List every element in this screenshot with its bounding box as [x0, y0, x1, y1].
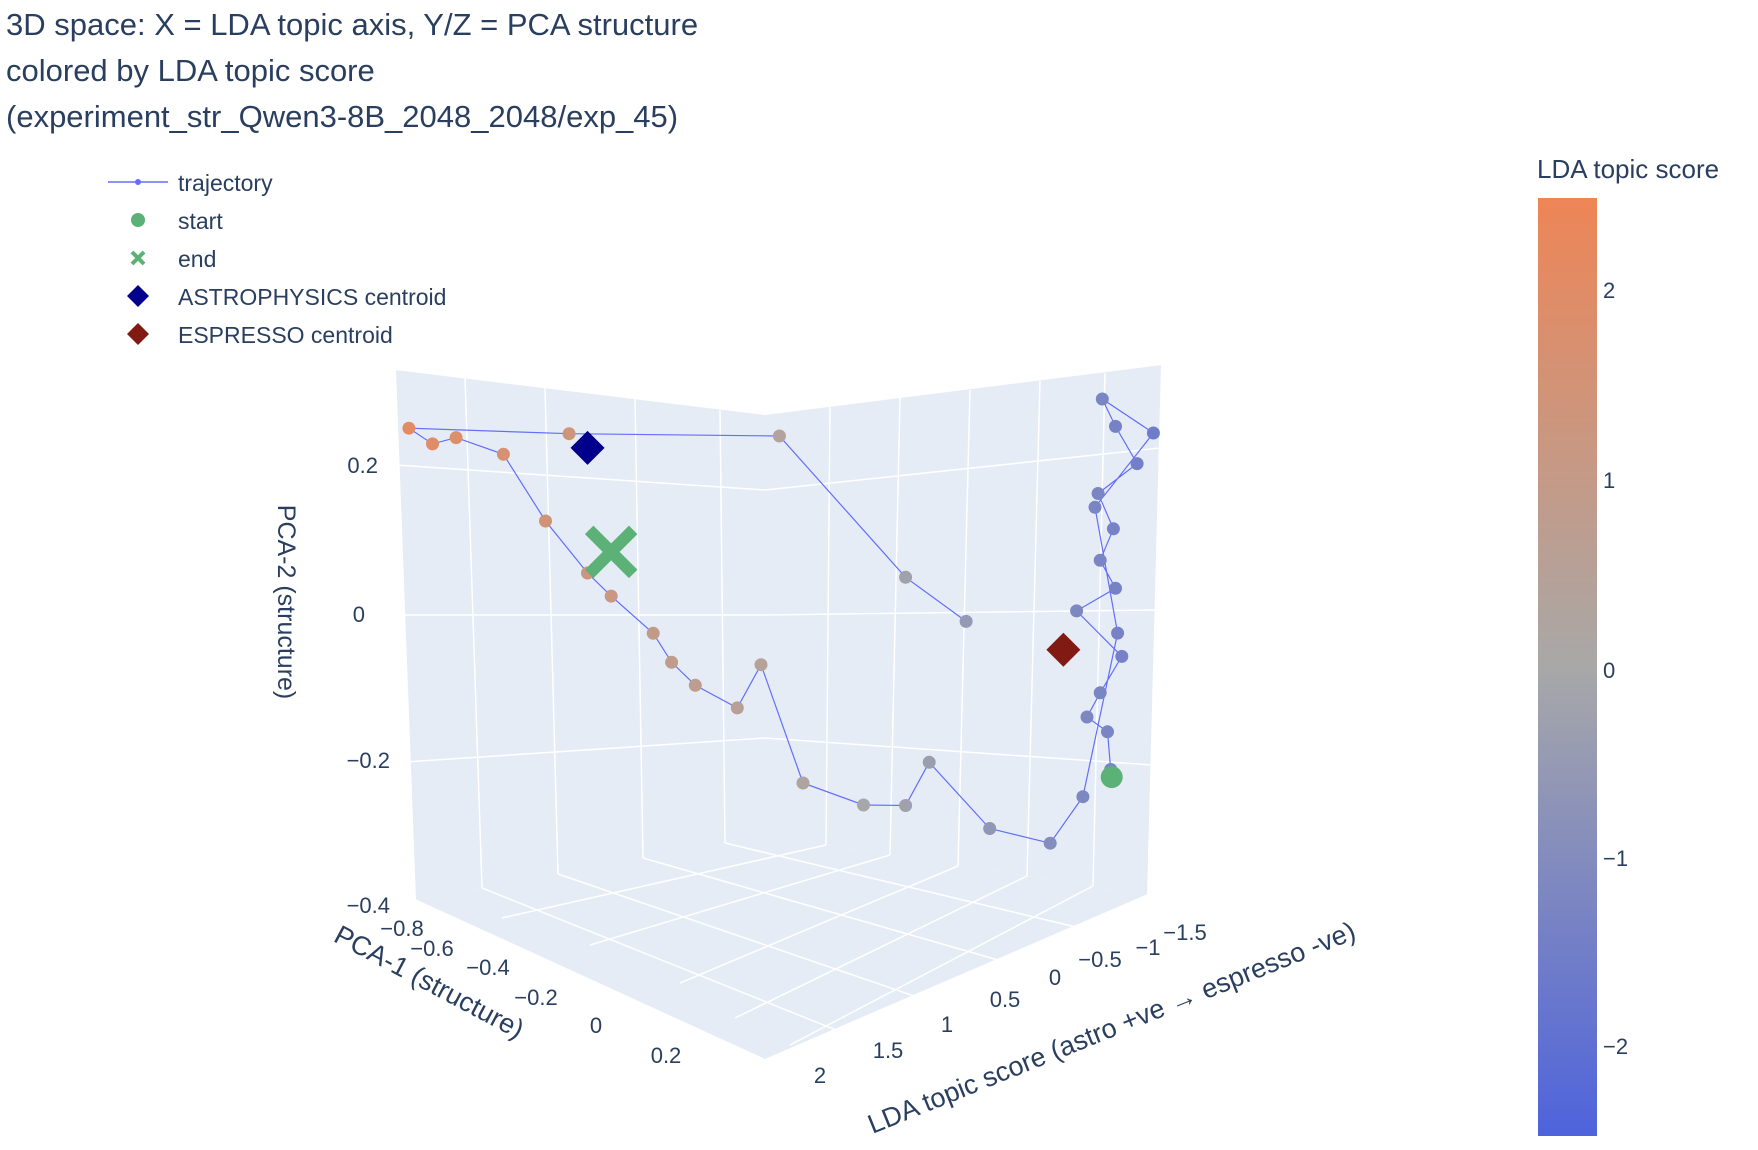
chart-title: 3D space: X = LDA topic axis, Y/Z = PCA …: [6, 2, 698, 140]
legend-item-start[interactable]: start: [131, 208, 223, 234]
trajectory-point[interactable]: [1109, 581, 1122, 595]
trajectory-point[interactable]: [1095, 392, 1109, 406]
z-axis-ticks: 0.2 0 −0.2 −0.4: [347, 453, 390, 918]
z-axis-label: PCA-2 (structure): [272, 505, 300, 699]
colorbar-tick: 1: [1603, 468, 1615, 493]
trajectory-point[interactable]: [604, 589, 618, 603]
x-tick: 0: [1049, 965, 1061, 990]
trajectory-point[interactable]: [496, 447, 510, 461]
z-tick: 0.2: [347, 453, 378, 478]
z-tick: 0: [353, 602, 365, 627]
x-tick: −1.5: [1163, 920, 1206, 945]
scene-edges: [394, 364, 1163, 1062]
x-tick: 1.5: [873, 1038, 904, 1063]
trajectory-point[interactable]: [665, 655, 679, 669]
trajectory-point[interactable]: [754, 658, 768, 672]
grid-lines: [395, 372, 1161, 1046]
trajectory-point[interactable]: [562, 427, 576, 441]
x-tick: −1: [1135, 935, 1160, 960]
espresso-diamond-icon: [127, 323, 149, 345]
y-tick: −0.8: [380, 916, 423, 941]
trajectory-point[interactable]: [402, 421, 416, 435]
trajectory-point[interactable]: [796, 776, 810, 790]
legend-item-espresso[interactable]: ESPRESSO centroid: [127, 322, 393, 348]
back-left-wall: [395, 370, 765, 900]
colorbar-tick: 0: [1603, 658, 1615, 683]
trajectory-point[interactable]: [646, 626, 660, 640]
colorbar-ticks: 2 1 0 −1 −2: [1603, 278, 1628, 1059]
trajectory-point[interactable]: [730, 701, 744, 715]
legend-label-start: start: [178, 208, 223, 234]
trajectory-point[interactable]: [1091, 487, 1105, 500]
chart-title-line-1: 3D space: X = LDA topic axis, Y/Z = PCA …: [6, 7, 699, 42]
x-tick: 2: [814, 1063, 826, 1088]
end-marker-icon: [130, 250, 146, 266]
trajectory-point[interactable]: [922, 755, 936, 769]
z-tick: −0.4: [347, 893, 390, 918]
trajectory-point[interactable]: [899, 799, 913, 812]
chart-title-line-2: colored by LDA topic score: [6, 53, 375, 88]
y-tick: −0.6: [410, 936, 453, 961]
trajectory-point[interactable]: [1080, 710, 1094, 724]
trajectory-point[interactable]: [1115, 649, 1129, 663]
trajectory-point[interactable]: [1093, 553, 1107, 567]
legend[interactable]: trajectory start end ASTROPHYSICS centro…: [108, 170, 446, 348]
astrophysics-diamond-icon: [127, 285, 149, 307]
colorbar: LDA topic score 2 1 0 −1 −2: [1537, 154, 1719, 1136]
colorbar-title: LDA topic score: [1537, 154, 1719, 184]
trajectory-point[interactable]: [1070, 604, 1084, 618]
x-tick: 0.5: [990, 987, 1021, 1012]
colorbar-tick: −2: [1603, 1034, 1628, 1059]
trajectory-point[interactable]: [1093, 686, 1107, 700]
scene-3d[interactable]: 0.2 0 −0.2 −0.4 PCA-2 (structure) −0.8 −…: [272, 364, 1360, 1140]
floor-plane: [415, 835, 1148, 1060]
trajectory-point[interactable]: [1106, 522, 1120, 536]
trajectory-point[interactable]: [1111, 626, 1125, 640]
z-tick: −0.2: [347, 748, 390, 773]
y-tick: 0: [590, 1013, 602, 1038]
start-marker[interactable]: [1100, 766, 1123, 789]
y-tick: 0.2: [651, 1043, 682, 1068]
astrophysics-centroid-marker[interactable]: [570, 430, 605, 465]
colorbar-gradient: [1538, 198, 1597, 1136]
trajectory-point[interactable]: [688, 678, 702, 692]
special-markers[interactable]: [570, 430, 1123, 789]
trajectory-point[interactable]: [449, 431, 463, 445]
trajectory-point[interactable]: [772, 429, 786, 443]
trajectory-point[interactable]: [983, 822, 997, 835]
legend-item-trajectory[interactable]: trajectory: [108, 170, 273, 196]
trajectory-point[interactable]: [1146, 426, 1160, 440]
start-marker-icon: [131, 213, 145, 227]
trajectory-point[interactable]: [899, 570, 913, 584]
trajectory-point[interactable]: [1043, 836, 1057, 850]
trajectory-point[interactable]: [1088, 500, 1102, 514]
chart-title-line-3: (experiment_str_Qwen3-8B_2048_2048/exp_4…: [6, 99, 679, 134]
x-axis-ticks: −1.5 −1 −0.5 0 0.5 1 1.5 2: [814, 920, 1207, 1088]
y-tick: −0.4: [466, 955, 509, 980]
colorbar-tick: −1: [1603, 846, 1628, 871]
trajectory-point[interactable]: [857, 798, 870, 812]
legend-label-astrophysics: ASTROPHYSICS centroid: [178, 284, 446, 310]
legend-label-trajectory: trajectory: [178, 170, 273, 196]
x-tick: 1: [941, 1012, 953, 1037]
x-tick: −0.5: [1078, 947, 1121, 972]
trajectory-point[interactable]: [959, 614, 973, 628]
trajectory-point[interactable]: [1130, 457, 1144, 471]
trajectory-point[interactable]: [426, 437, 439, 451]
legend-item-astrophysics[interactable]: ASTROPHYSICS centroid: [127, 284, 446, 310]
y-axis-ticks: −0.8 −0.6 −0.4 −0.2 0 0.2: [380, 916, 681, 1068]
legend-item-end[interactable]: end: [130, 246, 216, 272]
colorbar-tick: 2: [1603, 278, 1615, 303]
trajectory-point[interactable]: [1101, 725, 1114, 739]
trajectory-point[interactable]: [539, 514, 552, 528]
end-marker[interactable]: [584, 525, 638, 579]
trajectory-point[interactable]: [1109, 419, 1122, 433]
espresso-centroid-marker[interactable]: [1046, 632, 1081, 667]
y-tick: −0.2: [514, 985, 557, 1010]
legend-label-end: end: [178, 246, 216, 272]
legend-label-espresso: ESPRESSO centroid: [178, 322, 393, 348]
trajectory-point[interactable]: [1076, 790, 1090, 804]
trajectory-points[interactable]: [402, 392, 1160, 850]
